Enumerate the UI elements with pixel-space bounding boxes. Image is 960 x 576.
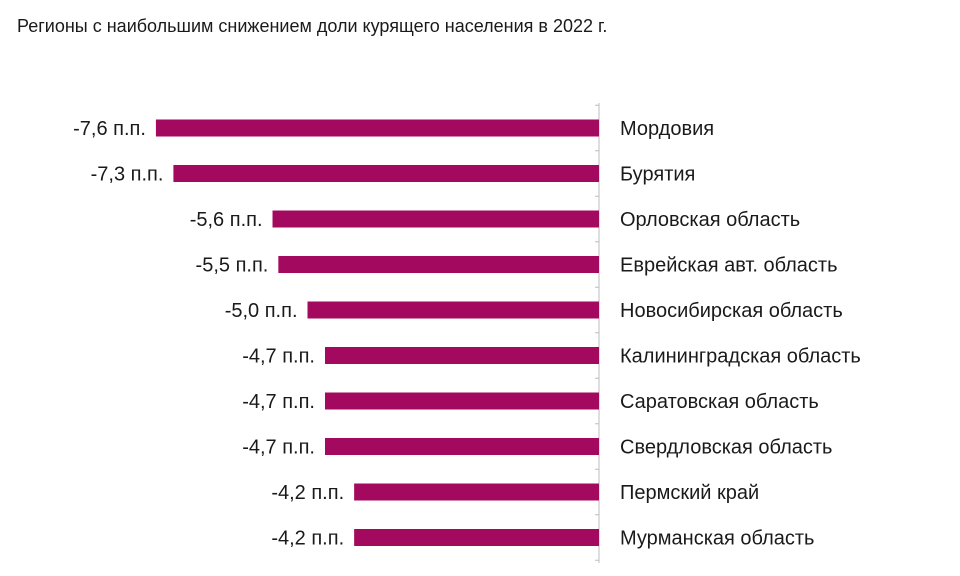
bar <box>173 165 599 182</box>
value-label: -4,2 п.п. <box>271 482 344 504</box>
bar <box>324 392 599 410</box>
category-label: Пермский край <box>620 482 759 504</box>
bar <box>354 529 599 546</box>
value-label: -7,3 п.п. <box>91 164 164 186</box>
bar <box>354 483 599 501</box>
value-label: -5,6 п.п. <box>190 209 263 231</box>
category-label: Калининградская область <box>620 346 861 368</box>
category-label: Свердловская область <box>620 437 832 459</box>
category-label: Орловская область <box>620 209 800 231</box>
category-label: Новосибирская область <box>620 300 843 322</box>
value-label: -5,5 п.п. <box>196 255 269 277</box>
category-label: Мордовия <box>620 118 714 140</box>
bar <box>307 301 599 319</box>
bar <box>278 256 599 273</box>
bar <box>324 347 599 364</box>
bars-layer <box>155 119 600 546</box>
category-label: Мурманская область <box>620 528 814 550</box>
bar <box>155 119 600 137</box>
category-label: Бурятия <box>620 164 695 186</box>
value-label: -5,0 п.п. <box>225 300 298 322</box>
category-label: Еврейская авт. область <box>620 255 838 277</box>
bar <box>324 438 599 455</box>
category-label: Саратовская область <box>620 391 819 413</box>
value-label: -4,7 п.п. <box>242 391 315 413</box>
value-label: -4,7 п.п. <box>242 437 315 459</box>
value-label: -4,7 п.п. <box>242 346 315 368</box>
chart-title: Регионы с наибольшим снижением доли куря… <box>17 16 608 36</box>
value-label: -7,6 п.п. <box>73 118 146 140</box>
bar <box>272 210 599 228</box>
value-label: -4,2 п.п. <box>271 528 344 550</box>
labels-layer: -7,6 п.п. Мордовия -7,3 п.п. Бурятия -5,6 п.… <box>73 118 861 550</box>
